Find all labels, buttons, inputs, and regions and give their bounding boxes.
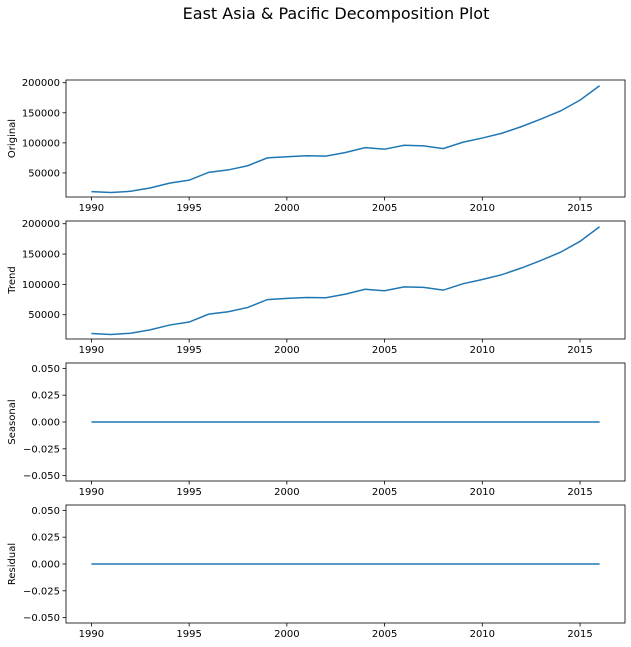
- y-tick-label: 200000: [22, 78, 60, 89]
- x-tick-label: 2005: [372, 629, 397, 640]
- figure-title: East Asia & Pacific Decomposition Plot: [183, 4, 490, 23]
- series-line-original: [91, 85, 601, 194]
- y-axis-label: Seasonal: [7, 399, 18, 444]
- x-tick-label: 2000: [274, 203, 299, 214]
- x-tick-label: 2005: [372, 487, 397, 498]
- x-tick-label: 2005: [372, 203, 397, 214]
- series-line-trend: [91, 226, 601, 336]
- x-tick-label: 2015: [567, 203, 592, 214]
- y-tick-label: 0.050: [31, 364, 60, 375]
- x-tick-label: 1990: [79, 629, 104, 640]
- x-tick-label: 2015: [567, 487, 592, 498]
- x-tick-label: 2010: [470, 629, 495, 640]
- subplot-residual: 1990 1995 2000 2005 2010 2015 −0.050 −0.025 0.00…: [7, 504, 626, 640]
- y-tick-label: 0.025: [31, 391, 60, 402]
- y-tick-label: 0.050: [31, 506, 60, 517]
- x-tick-label: 2015: [567, 345, 592, 356]
- y-axis-label: Trend: [7, 266, 18, 294]
- y-axis-label: Original: [7, 119, 18, 158]
- y-tick-label: 50000: [28, 310, 60, 321]
- y-axis-label: Residual: [7, 543, 18, 585]
- x-tick-label: 1990: [79, 345, 104, 356]
- subplot-seasonal: 1990 1995 2000 2005 2010 2015 −0.050 −0.025 0.00…: [7, 362, 626, 498]
- x-tick-label: 2010: [470, 487, 495, 498]
- subplots: 1990 1995 2000 2005 2010 2015 50000 100000 15000…: [7, 78, 626, 640]
- x-tick-label: 1990: [79, 487, 104, 498]
- x-tick-label: 2000: [274, 345, 299, 356]
- x-tick-label: 2015: [567, 629, 592, 640]
- y-tick-label: −0.025: [23, 444, 60, 455]
- axes-frame: [65, 79, 626, 198]
- y-tick-label: 150000: [22, 108, 60, 119]
- subplot-original: 1990 1995 2000 2005 2010 2015 50000 100000 15000…: [7, 78, 626, 214]
- x-tick-label: 2010: [470, 203, 495, 214]
- y-tick-label: −0.050: [23, 613, 60, 624]
- x-tick-label: 1995: [176, 487, 201, 498]
- x-tick-label: 2000: [274, 487, 299, 498]
- x-tick-label: 2010: [470, 345, 495, 356]
- y-tick-label: 50000: [28, 168, 60, 179]
- y-tick-label: 100000: [22, 280, 60, 291]
- x-tick-label: 1995: [176, 629, 201, 640]
- y-tick-label: 0.000: [31, 418, 60, 429]
- y-tick-label: 0.025: [31, 533, 60, 544]
- x-tick-label: 1995: [176, 345, 201, 356]
- subplot-trend: 1990 1995 2000 2005 2010 2015 50000 100000 15000…: [7, 219, 626, 356]
- x-tick-label: 2000: [274, 629, 299, 640]
- y-tick-label: −0.025: [23, 586, 60, 597]
- y-tick-label: 200000: [22, 219, 60, 230]
- x-tick-label: 1995: [176, 203, 201, 214]
- y-tick-label: 100000: [22, 138, 60, 149]
- y-tick-label: 150000: [22, 250, 60, 261]
- y-tick-label: −0.050: [23, 471, 60, 482]
- axes-frame: [65, 220, 626, 340]
- x-tick-label: 2005: [372, 345, 397, 356]
- y-tick-label: 0.000: [31, 560, 60, 571]
- x-tick-label: 1990: [79, 203, 104, 214]
